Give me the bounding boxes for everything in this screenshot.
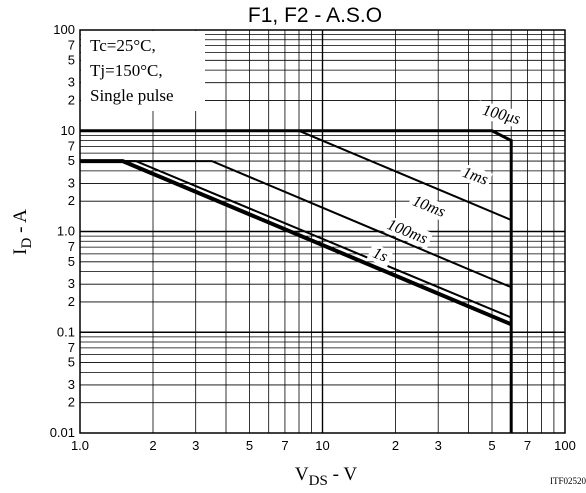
x-tick-label: 3 — [435, 438, 442, 453]
y-tick-label: 7 — [68, 138, 75, 153]
series-label-bg — [381, 214, 434, 249]
series-label-1: 1ms — [457, 163, 493, 190]
condition-line: Tc=25°C, — [90, 36, 156, 55]
y-tick-label: 2 — [68, 92, 75, 107]
series-label-4: 1s — [366, 243, 394, 268]
y-tick-label: 1.0 — [57, 224, 75, 239]
series-label-0: 100μs — [475, 100, 528, 130]
x-tick-label: 2 — [149, 438, 156, 453]
x-axis-label-main: V — [295, 464, 309, 485]
y-tick-label: 0.1 — [57, 324, 75, 339]
y-tick-label: 5 — [68, 254, 75, 269]
y-tick-label: 5 — [68, 355, 75, 370]
x-axis-label-tail: - V — [328, 464, 357, 485]
x-tick-label: 7 — [524, 438, 531, 453]
figure-code: ITF02520 — [550, 476, 586, 486]
y-tick-label: 2 — [68, 395, 75, 410]
y-axis-label-main: I — [10, 249, 31, 255]
x-tick-label: 3 — [192, 438, 199, 453]
y-tick-label: 3 — [68, 175, 75, 190]
x-axis-label-sub: DS — [309, 473, 328, 489]
series-label-text: 1s — [370, 245, 390, 266]
y-tick-label: 10 — [61, 123, 75, 138]
conditions-bg — [81, 31, 205, 111]
y-axis-label: ID - A — [10, 209, 35, 255]
y-tick-label: 3 — [68, 377, 75, 392]
series-label-bg — [407, 191, 451, 223]
series-layer — [80, 129, 513, 433]
series-line-4 — [80, 159, 512, 327]
y-tick-label: 2 — [68, 294, 75, 309]
series-label-bg — [366, 243, 394, 268]
conditions-box: Tc=25°C, Tj=150°C, Single pulse — [81, 31, 205, 111]
x-tick-label: 5 — [246, 438, 253, 453]
y-axis-label-sub: D — [19, 238, 35, 249]
series-line-3 — [80, 160, 512, 319]
y-tick-label: 5 — [68, 52, 75, 67]
series-label-text: 1ms — [460, 164, 490, 189]
x-tick-label: 10 — [315, 438, 329, 453]
series-label-2: 10ms — [407, 191, 451, 223]
series-line-2 — [80, 160, 512, 289]
series-label-text: 10ms — [410, 193, 448, 221]
y-tick-label: 2 — [68, 193, 75, 208]
y-tick-label: 7 — [68, 239, 75, 254]
series-line-1 — [80, 129, 512, 221]
y-tick-label: 5 — [68, 153, 75, 168]
y-tick-label: 3 — [68, 75, 75, 90]
x-tick-label: 7 — [281, 438, 288, 453]
y-axis-label-tail: - A — [10, 209, 31, 238]
y-tick-label: 100 — [53, 22, 75, 37]
series-label-bg — [475, 100, 528, 130]
x-tick-label: 5 — [488, 438, 495, 453]
y-tick-label: 3 — [68, 276, 75, 291]
y-tick-label: 7 — [68, 340, 75, 355]
x-tick-label: 1.0 — [71, 438, 89, 453]
x-axis-label: VDS - V — [295, 464, 357, 489]
y-tick-label: 0.01 — [50, 425, 75, 440]
series-label-text: 100μs — [481, 102, 522, 128]
x-tick-label: 100 — [554, 438, 576, 453]
condition-line: Single pulse — [90, 86, 174, 105]
chart-title: F1, F2 - A.S.O — [248, 4, 382, 27]
x-tick-label: 2 — [392, 438, 399, 453]
series-label-bg — [457, 163, 493, 190]
condition-line: Tj=150°C, — [90, 61, 163, 80]
tick-labels: 1.0 2 3 5 7 10 2 3 5 7 1000.0123570.123571.0235710… — [50, 22, 576, 453]
series-line-0 — [80, 129, 513, 433]
plot-frame — [79, 29, 566, 434]
y-tick-label: 7 — [68, 38, 75, 53]
